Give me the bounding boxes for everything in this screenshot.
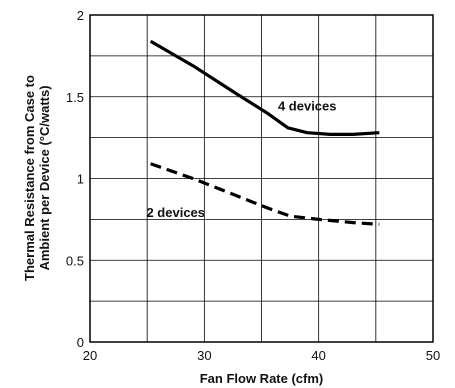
label-layer: 4 devices 2 devices <box>146 99 336 220</box>
plot-frame <box>89 14 434 343</box>
y-tick-label: 0 <box>77 335 84 350</box>
x-tick-label: 40 <box>311 348 325 363</box>
series-line-2-devices <box>150 162 380 226</box>
x-tick-label: 30 <box>197 348 211 363</box>
y-axis-title: Thermal Resistance from Case to Ambient … <box>22 75 52 281</box>
y-tick-label: 2 <box>77 8 84 23</box>
series-line-4-devices <box>149 39 380 136</box>
y-axis-title-line-1: Thermal Resistance from Case to <box>22 75 37 281</box>
y-tick-label: 1 <box>77 172 84 187</box>
y-axis-title-line-2: Ambient per Device (°C/watts) <box>37 85 52 270</box>
series-label-2-devices: 2 devices <box>146 205 205 220</box>
grid-layer <box>90 15 433 342</box>
series-label-4-devices: 4 devices <box>278 99 337 114</box>
x-axis-title: Fan Flow Rate (cfm) <box>200 371 324 386</box>
x-tick-label: 50 <box>426 348 440 363</box>
x-tick-label: 20 <box>83 348 97 363</box>
series-layer <box>149 39 380 226</box>
y-tick-label: 1.5 <box>66 90 84 105</box>
tick-layer: 20 30 40 50 0 0.5 1 1.5 2 <box>66 8 440 363</box>
y-tick-label: 0.5 <box>66 253 84 268</box>
